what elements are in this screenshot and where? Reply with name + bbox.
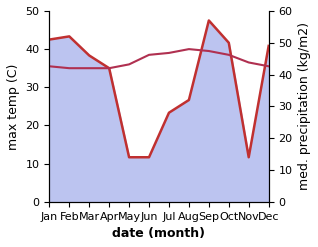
Y-axis label: med. precipitation (kg/m2): med. precipitation (kg/m2): [298, 22, 311, 190]
Y-axis label: max temp (C): max temp (C): [7, 63, 20, 149]
X-axis label: date (month): date (month): [113, 227, 205, 240]
